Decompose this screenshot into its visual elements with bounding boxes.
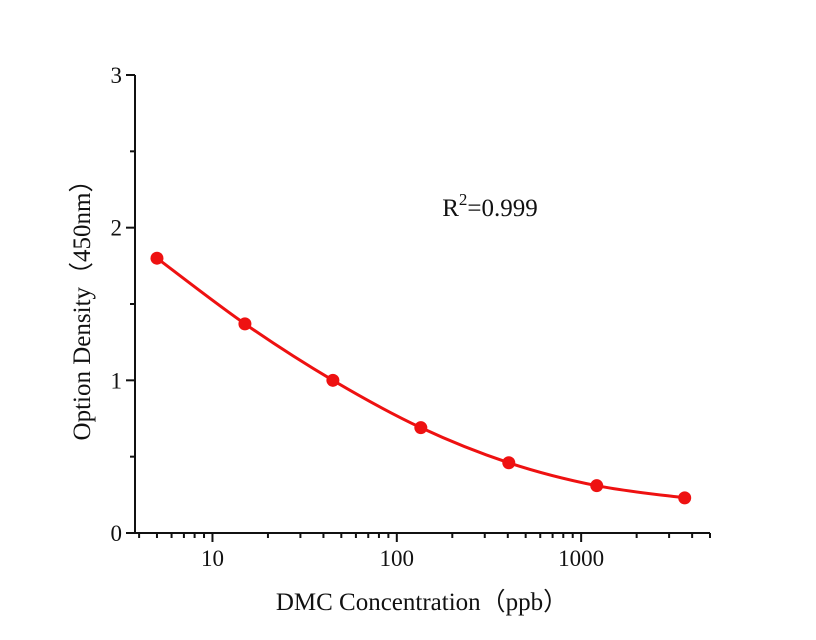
data-point-marker [326,373,340,387]
x-axis: 10 100 1000 [134,532,711,571]
series-markers [150,251,692,505]
r-squared-annotation: R2=0.999 [442,190,538,222]
annotation-rest: =0.999 [467,195,537,222]
y-axis: 0 1 2 3 [111,63,136,546]
y-tick-label: 0 [111,521,123,546]
series-curve [155,256,687,500]
data-point-marker [414,421,428,435]
annotation-base: R [442,195,459,222]
x-axis-title: DMC Concentration（ppb） [276,588,568,616]
data-point-marker [150,251,164,265]
y-tick-label: 1 [111,368,123,393]
annotation-superscript: 2 [459,190,468,209]
x-tick-label: 100 [380,546,415,571]
x-tick-label: 10 [201,546,224,571]
x-tick-label: 1000 [558,546,604,571]
data-point-marker [590,479,604,493]
data-point-marker [238,317,252,331]
data-point-marker [502,456,516,470]
data-point-marker [678,491,692,505]
y-axis-title: Option Density（450nm） [68,168,96,441]
series-group [150,251,692,505]
y-tick-label: 2 [111,216,123,241]
y-tick-label: 3 [111,63,123,88]
